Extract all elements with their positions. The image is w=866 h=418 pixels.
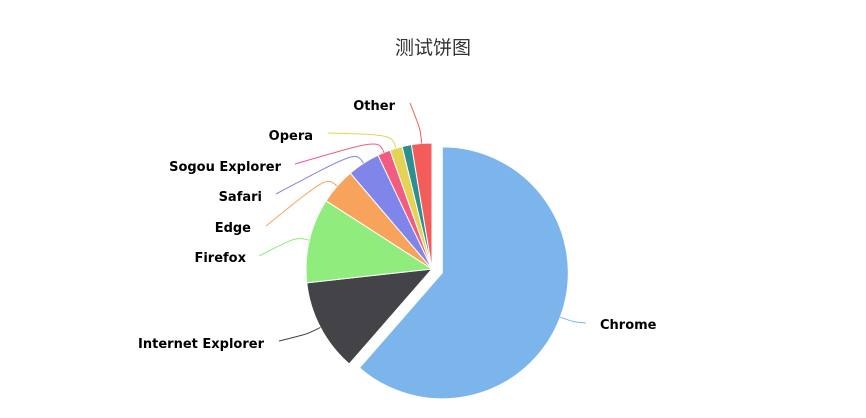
data-label-edge: Edge (215, 221, 251, 236)
connector-firefox (258, 238, 310, 257)
data-label-firefox: Firefox (194, 251, 246, 266)
pie-slice-firefox[interactable] (305, 200, 434, 284)
data-label-internet-explorer: Internet Explorer (138, 337, 265, 352)
connector-safari (275, 156, 364, 195)
pie-slice-chrome[interactable] (358, 146, 569, 400)
data-label-opera: Opera (269, 129, 313, 144)
data-label-other: Other (353, 99, 395, 114)
connector-internet-explorer (278, 326, 321, 342)
connector-other (409, 102, 423, 144)
connector-sogou-explorer (294, 143, 385, 165)
connector-opera (327, 132, 397, 149)
data-label-sogou-explorer: Sogou Explorer (169, 160, 281, 175)
data-label-chrome: Chrome (600, 318, 657, 333)
pie-slice-internet-explorer[interactable] (306, 268, 434, 365)
connector-chrome (560, 316, 587, 324)
connector-edge (265, 180, 338, 227)
data-label-safari: Safari (219, 190, 262, 205)
chart-title: 测试饼图 (394, 37, 471, 59)
